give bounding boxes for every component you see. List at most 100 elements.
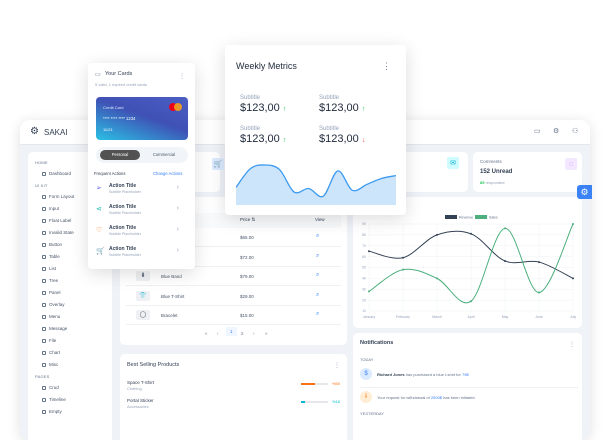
arrow-up-icon: ↑	[361, 106, 366, 113]
y-tick-label: 50	[362, 266, 366, 270]
product-price: $15.00	[240, 313, 254, 318]
x-tick-label: May	[502, 315, 509, 319]
sidebar-item-label: Empty	[49, 409, 62, 414]
data-point	[504, 227, 506, 230]
stat-suffix: responded	[485, 180, 505, 185]
cart-icon: 🛒	[212, 158, 224, 170]
commercial-tab[interactable]: Commercial	[152, 152, 176, 157]
y-tick-label: 60	[362, 255, 366, 259]
menu-item-icon	[42, 409, 46, 414]
table-row: ⬇ Blue Band $79.00 ⌕	[126, 267, 341, 286]
calendar-icon[interactable]: ▭	[534, 128, 541, 135]
more-icon[interactable]: ⋮	[569, 342, 575, 348]
personal-tab[interactable]: Personal	[100, 150, 140, 160]
sidebar-item-label: Tree	[49, 278, 59, 283]
menu-item-icon	[42, 338, 46, 343]
page-1-button[interactable]: 1	[226, 327, 237, 336]
sidebar-item[interactable]: Menu	[42, 314, 60, 319]
share-icon: ⋖	[96, 206, 102, 213]
metric: Subtitle $123,00 ↓	[319, 126, 366, 145]
download-icon: ⇩	[360, 391, 372, 403]
search-icon[interactable]: ⌕	[316, 272, 320, 278]
price-header[interactable]: Price ⇅	[240, 217, 256, 222]
sidebar-item[interactable]: Tree	[42, 278, 58, 283]
action-item[interactable]: ➢ Action Title Subtitle Placeholder ›	[96, 183, 179, 194]
prev-page-button[interactable]: ‹	[217, 331, 219, 336]
weekly-metrics-panel: Weekly Metrics ⋮ Subtitle $123,00 ↑ Subtit…	[225, 45, 406, 215]
frequent-actions-label: Frequent Actions	[94, 171, 126, 176]
sidebar-item[interactable]: Float Label	[42, 218, 71, 223]
action-item[interactable]: ♡ Action Title Subtitle Placeholder ›	[96, 225, 179, 236]
sidebar-item[interactable]: Timeline	[42, 397, 66, 402]
settings-icon[interactable]: ⚙	[553, 128, 560, 135]
action-item[interactable]: ⋖ Action Title Subtitle Placeholder ›	[96, 204, 179, 215]
next-page-button[interactable]: ›	[253, 331, 255, 336]
product-price: $79.00	[240, 274, 254, 279]
legend-swatch	[475, 215, 487, 219]
stat-card-comments: Comments 152 Unread 85 responded ◌	[473, 152, 582, 192]
metric: Subtitle $123,00 ↑	[240, 126, 287, 145]
sidebar-item[interactable]: File	[42, 338, 56, 343]
notification-item[interactable]: Your request for withdrawal of 2500$ has…	[377, 395, 476, 400]
menu-item-icon	[42, 242, 46, 247]
action-item[interactable]: 🛒 Action Title Subtitle Placeholder ›	[96, 246, 179, 257]
sidebar-item[interactable]: Form Layout	[42, 194, 74, 199]
sidebar-item[interactable]: Invalid State	[42, 230, 74, 235]
sidebar-item[interactable]: Button	[42, 242, 62, 247]
x-tick-label: February	[396, 315, 410, 319]
dollar-icon: $	[360, 368, 372, 380]
sidebar-item[interactable]: Overlay	[42, 302, 65, 307]
menu-item-icon	[42, 218, 46, 223]
sidebar-item[interactable]: Panel	[42, 290, 61, 295]
section-today: TODAY	[360, 357, 374, 362]
product-image: 👕	[136, 290, 150, 301]
config-gear-button[interactable]: ⚙	[577, 185, 592, 199]
menu-item-icon	[42, 350, 46, 355]
sidebar-item[interactable]: Dashboard	[42, 171, 71, 176]
user-icon[interactable]: ⚇	[572, 128, 579, 135]
last-page-button[interactable]: »	[265, 331, 268, 336]
sidebar-item[interactable]: Input	[42, 206, 59, 211]
sidebar-item[interactable]: Chart	[42, 350, 60, 355]
inbox-icon: ✉	[447, 157, 459, 169]
menu-item-icon	[42, 254, 46, 259]
view-header: View	[315, 217, 325, 222]
search-icon[interactable]: ⌕	[316, 233, 320, 239]
first-page-button[interactable]: «	[205, 331, 208, 336]
sidebar-item[interactable]: Table	[42, 254, 60, 259]
panel-title: Your Cards	[105, 71, 133, 77]
progress-bar	[301, 383, 328, 385]
more-icon[interactable]: ⋮	[334, 363, 340, 369]
data-point	[436, 277, 438, 280]
sidebar-item-label: List	[49, 266, 57, 271]
sidebar-item[interactable]: Message	[42, 326, 67, 331]
sidebar-item-label: Invalid State	[49, 230, 74, 235]
search-icon[interactable]: ⌕	[316, 252, 320, 259]
y-tick-label: 20	[362, 298, 366, 302]
menu-item-icon	[42, 206, 46, 211]
credit-card[interactable]: Credit Card **** **** **** 1234 11/21	[96, 97, 188, 140]
data-point	[572, 277, 574, 280]
more-icon[interactable]: ⋮	[179, 74, 185, 80]
sidebar-item[interactable]: Crud	[42, 385, 59, 390]
page-2-button[interactable]: 2	[241, 331, 244, 336]
app-name: SAKAI	[44, 128, 68, 137]
sidebar-item[interactable]: Misc	[42, 362, 58, 367]
comment-icon: ◌	[565, 158, 577, 170]
menu-item-icon	[42, 230, 46, 235]
more-icon[interactable]: ⋮	[382, 61, 391, 71]
sidebar-item-label: Menu	[49, 314, 61, 319]
search-icon[interactable]: ⌕	[316, 291, 320, 298]
search-icon[interactable]: ⌕	[316, 311, 320, 317]
sidebar-item[interactable]: List	[42, 266, 56, 271]
data-point	[572, 223, 574, 225]
notification-item[interactable]: Richard Jones has purchased a blue t-shi…	[377, 372, 469, 377]
sidebar-item-label: Dashboard	[49, 171, 72, 176]
sidebar-item-label: Float Label	[49, 218, 72, 223]
data-point	[436, 233, 438, 236]
legend-label: Sales	[489, 216, 498, 220]
metric: Subtitle $123,00 ↑	[319, 95, 366, 114]
sidebar-item[interactable]: Empty	[42, 409, 62, 414]
change-actions-link[interactable]: Change Actions	[153, 171, 183, 176]
y-tick-label: 40	[362, 277, 366, 281]
